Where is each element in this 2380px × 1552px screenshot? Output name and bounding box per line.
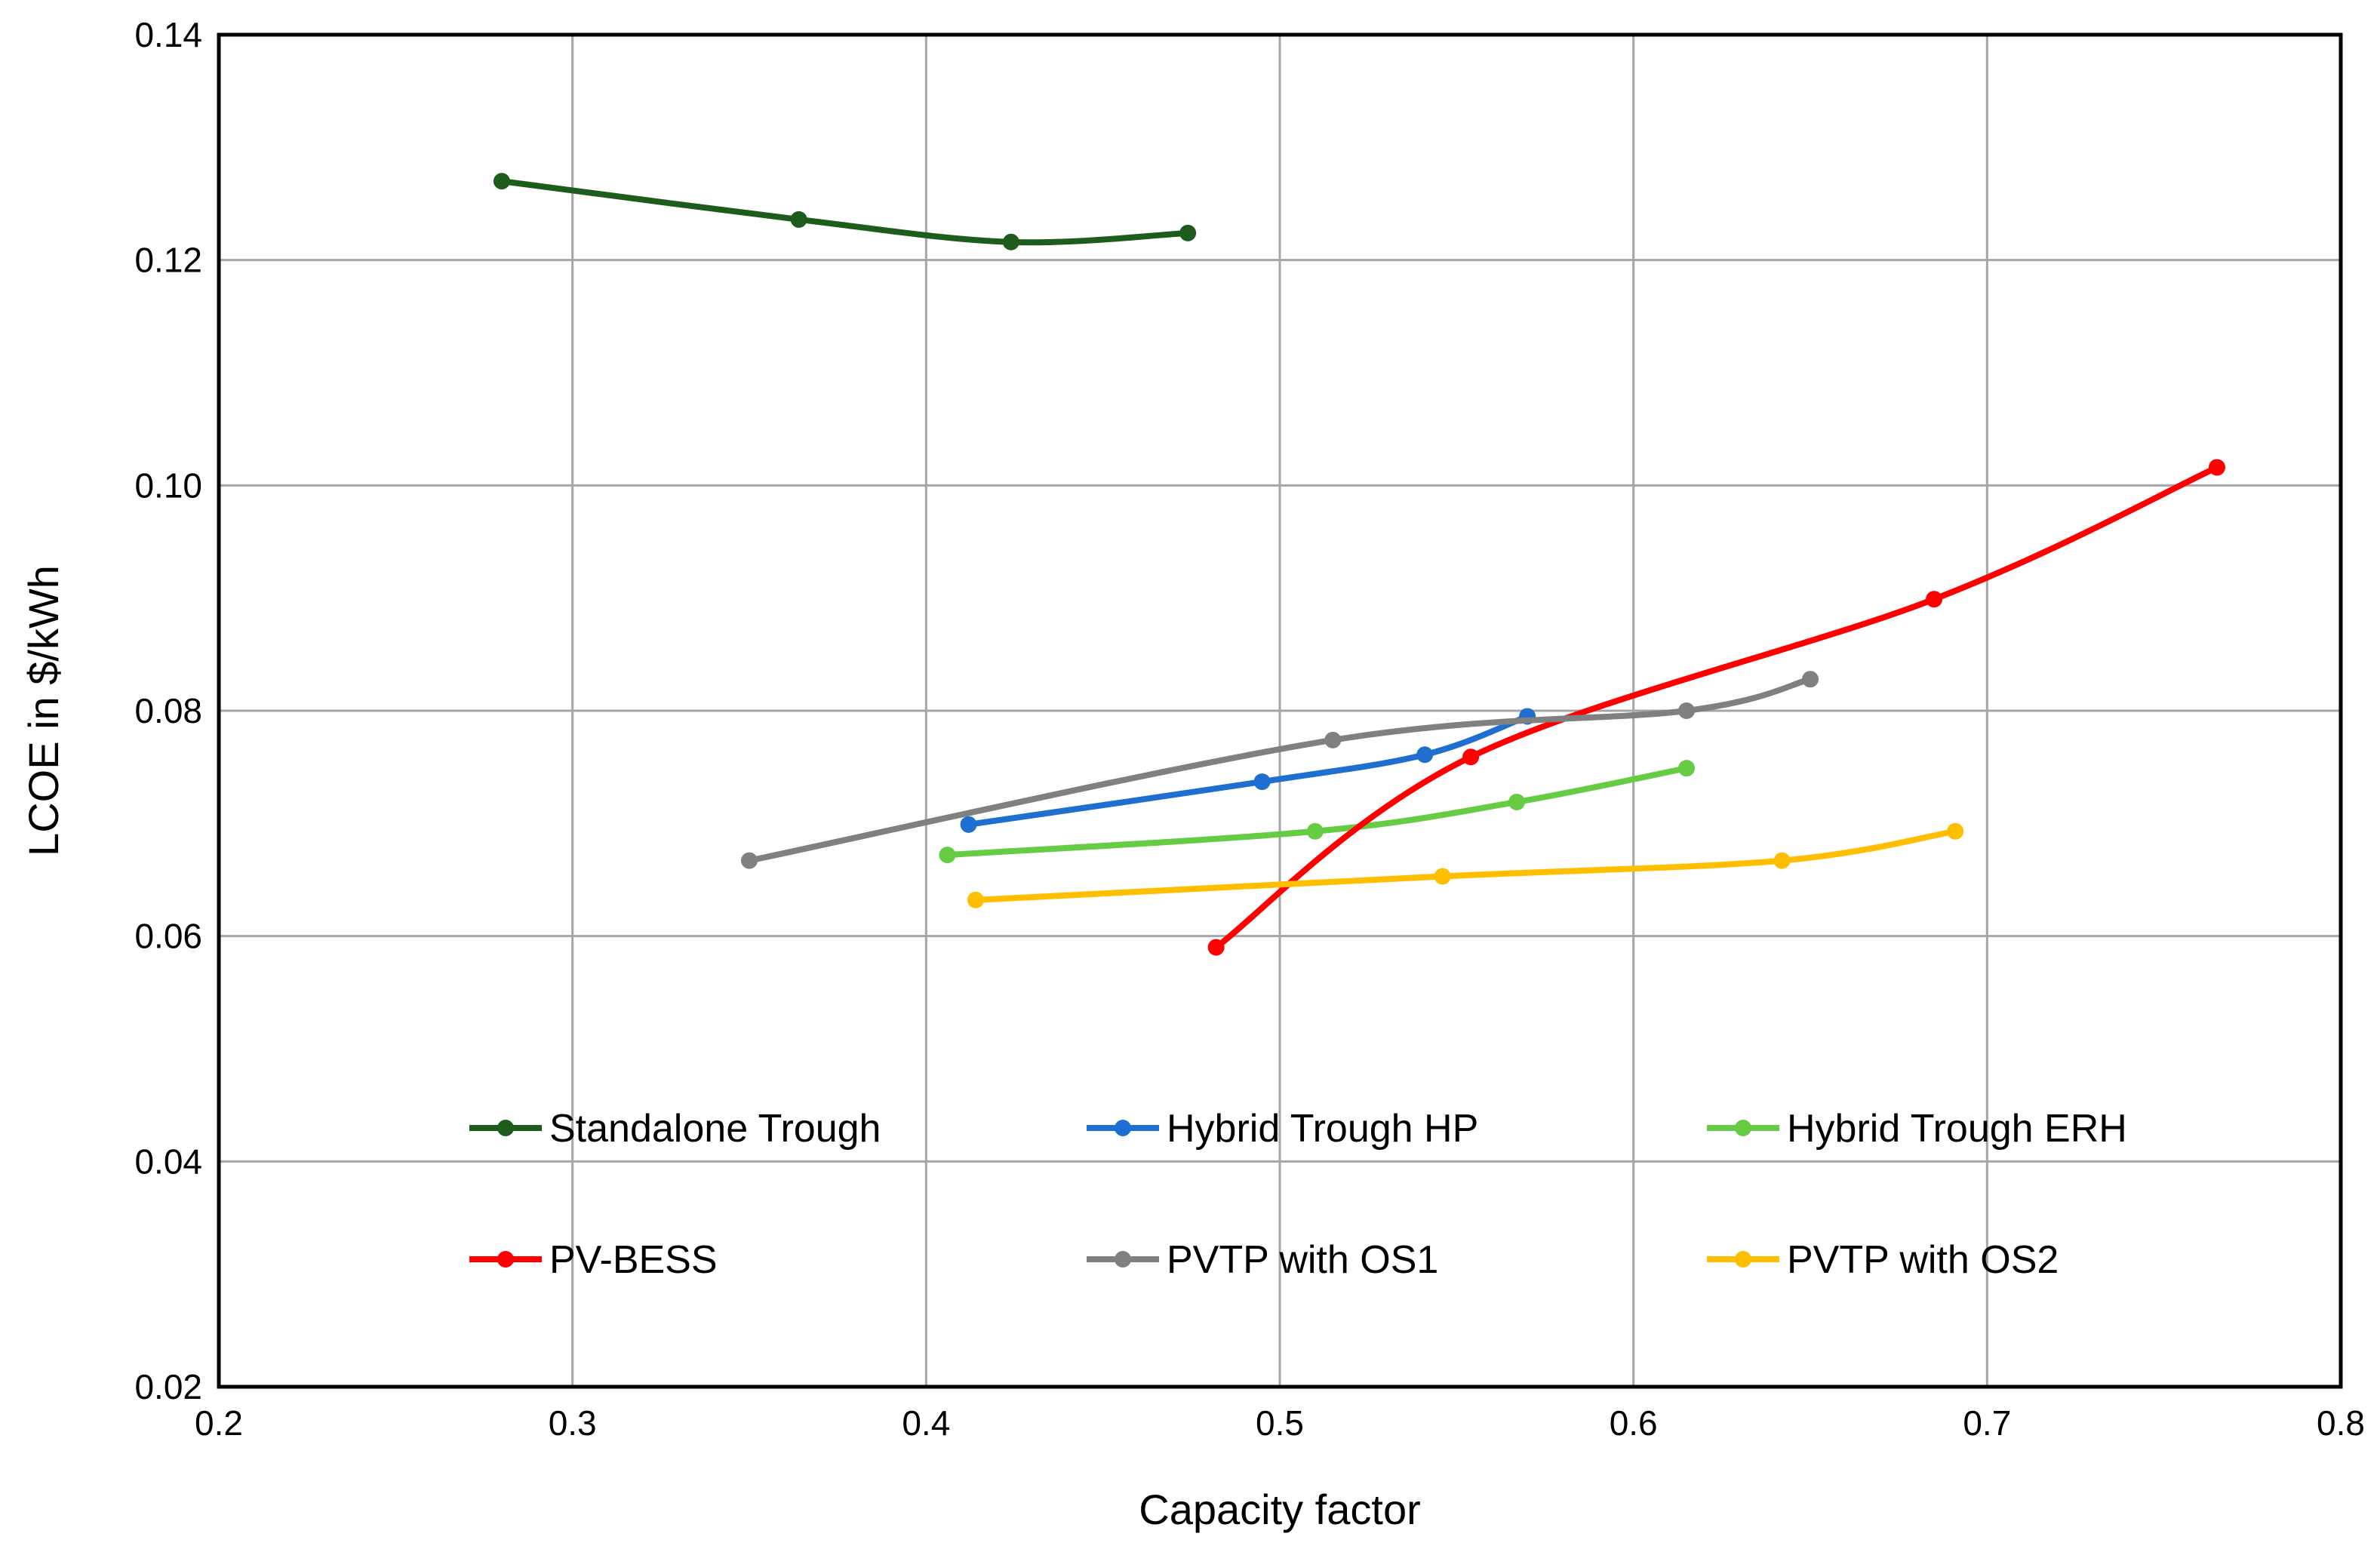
- legend-swatch-marker: [497, 1251, 514, 1268]
- data-point-pvtp-with-os1: [1677, 702, 1695, 719]
- y-tick-label: 0.10: [134, 466, 202, 505]
- x-tick-label: 0.8: [2317, 1403, 2365, 1443]
- legend-swatch-marker: [1115, 1120, 1131, 1136]
- series-pvtp-with-os2: [967, 822, 1964, 908]
- plot-area-frame: [217, 32, 2343, 1389]
- series-hybrid-trough-erh: [939, 760, 1695, 864]
- data-point-pvtp-with-os1: [741, 852, 758, 869]
- legend-item-hybrid-trough-hp: Hybrid Trough HP: [1087, 1107, 1478, 1151]
- series-line-pv-bess: [1213, 464, 2220, 951]
- data-point-hybrid-trough-hp: [1253, 773, 1271, 791]
- legend-item-standalone-trough: Standalone Trough: [469, 1107, 881, 1151]
- x-tick-label: 0.3: [549, 1403, 597, 1443]
- series-line-hybrid-trough-hp: [965, 713, 1531, 828]
- legend: Standalone Trough Hybrid Trough HP Hybrid …: [469, 1107, 2127, 1282]
- series-line-pvtp-with-os2: [972, 828, 1959, 903]
- legend-swatch-marker: [497, 1120, 514, 1136]
- series-line-pvtp-with-os1: [746, 676, 1813, 864]
- legend-label: Standalone Trough: [549, 1107, 881, 1151]
- y-tick-label: 0.14: [134, 15, 202, 54]
- data-point-pv-bess: [2208, 459, 2225, 476]
- legend-label: PV-BESS: [549, 1238, 718, 1282]
- y-tick-label: 0.06: [134, 917, 202, 956]
- legend-swatch-marker: [1115, 1251, 1131, 1268]
- series-line-standalone-trough: [498, 178, 1192, 246]
- x-tick-label: 0.5: [1256, 1403, 1304, 1443]
- legend-label: Hybrid Trough HP: [1167, 1107, 1478, 1151]
- data-point-hybrid-trough-erh: [939, 847, 956, 864]
- series-standalone-trough: [493, 173, 1197, 250]
- legend-item-pvtp-with-os1: PVTP with OS1: [1087, 1238, 1438, 1282]
- y-tick-label: 0.08: [134, 691, 202, 730]
- y-axis-ticks: 0.02 0.04 0.06 0.08 0.10 0.12 0.14: [134, 15, 202, 1406]
- legend-item-pv-bess: PV-BESS: [469, 1238, 718, 1282]
- data-point-pv-bess: [1926, 591, 1943, 608]
- data-point-pvtp-with-os2: [967, 891, 984, 908]
- series-pv-bess: [1207, 459, 2225, 956]
- series-group: [493, 173, 2225, 956]
- legend-label: PVTP with OS2: [1787, 1238, 2059, 1282]
- data-point-standalone-trough: [790, 211, 807, 228]
- data-point-pvtp-with-os1: [1324, 731, 1342, 748]
- data-point-pv-bess: [1462, 748, 1480, 766]
- data-point-pvtp-with-os2: [1947, 822, 1964, 840]
- data-point-hybrid-trough-erh: [1508, 793, 1526, 810]
- data-point-pvtp-with-os1: [1802, 671, 1819, 688]
- x-tick-label: 0.7: [1963, 1403, 2011, 1443]
- series-pvtp-with-os1: [741, 671, 1819, 869]
- data-point-hybrid-trough-hp: [960, 816, 977, 833]
- data-point-pvtp-with-os2: [1773, 852, 1791, 869]
- data-point-hybrid-trough-erh: [1677, 760, 1695, 777]
- legend-item-hybrid-trough-erh: Hybrid Trough ERH: [1707, 1107, 2127, 1151]
- data-point-standalone-trough: [1002, 233, 1019, 250]
- data-point-pvtp-with-os2: [1434, 868, 1451, 885]
- x-tick-label: 0.4: [902, 1403, 950, 1443]
- x-tick-label: 0.6: [1610, 1403, 1658, 1443]
- legend-swatch-marker: [1735, 1251, 1751, 1268]
- y-tick-label: 0.02: [134, 1367, 202, 1406]
- series-hybrid-trough-hp: [960, 708, 1536, 833]
- data-point-hybrid-trough-hp: [1416, 746, 1434, 764]
- legend-item-pvtp-with-os2: PVTP with OS2: [1707, 1238, 2059, 1282]
- x-axis-title: Capacity factor: [1139, 1486, 1421, 1533]
- y-tick-label: 0.12: [134, 241, 202, 280]
- data-point-hybrid-trough-erh: [1306, 822, 1324, 840]
- legend-swatch-marker: [1735, 1120, 1751, 1136]
- data-point-standalone-trough: [493, 173, 510, 190]
- legend-label: PVTP with OS1: [1167, 1238, 1438, 1282]
- data-point-standalone-trough: [1179, 224, 1197, 241]
- data-point-pv-bess: [1207, 939, 1225, 956]
- legend-label: Hybrid Trough ERH: [1787, 1107, 2127, 1151]
- y-axis-title: LCOE in $/kWh: [20, 565, 67, 856]
- y-tick-label: 0.04: [134, 1142, 202, 1181]
- series-line-hybrid-trough-erh: [944, 765, 1690, 859]
- x-axis-ticks: 0.2 0.3 0.4 0.5 0.6 0.7 0.8: [195, 1403, 2365, 1443]
- x-tick-label: 0.2: [195, 1403, 243, 1443]
